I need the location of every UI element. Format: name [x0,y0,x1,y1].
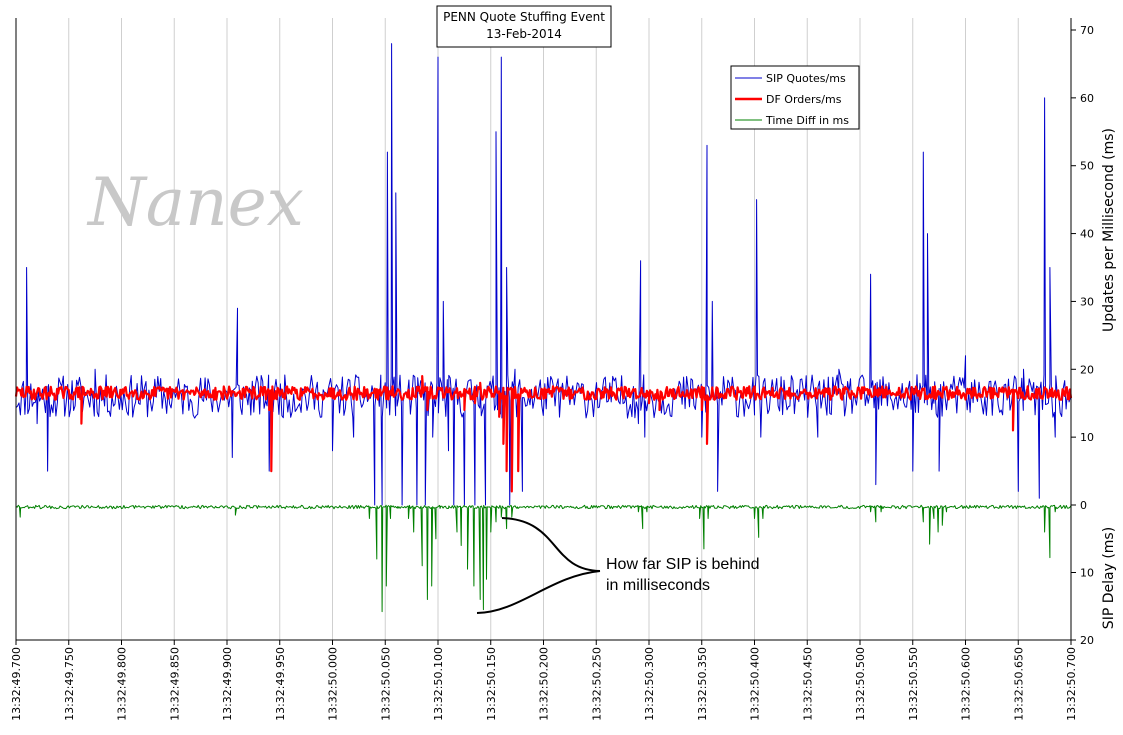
x-tick-label: 13:32:50.150 [485,647,498,721]
annotation-line-2: in milliseconds [606,577,710,594]
y-upper-tick-label: 50 [1080,160,1094,173]
x-tick-label: 13:32:49.750 [63,647,76,721]
y-upper-tick-label: 20 [1080,363,1094,376]
y-upper-tick-label: 60 [1080,92,1094,105]
y-lower-axis-label: SIP Delay (ms) [1101,527,1117,629]
x-tick-label: 13:32:50.550 [907,647,920,721]
x-tick-label: 13:32:49.900 [221,647,234,721]
grid [15,18,1072,640]
annotation-line-1: How far SIP is behind [606,556,760,573]
annotation-arrow-lower [476,570,601,614]
x-tick-label: 13:32:50.700 [1065,647,1078,721]
x-tick-label: 13:32:50.250 [590,647,603,721]
x-tick-label: 13:32:50.050 [379,647,392,721]
series-df-orders [14,375,1073,493]
x-tick-label: 13:32:50.400 [749,647,762,721]
x-tick-label: 13:32:50.600 [960,647,973,721]
y-upper-tick-label: 40 [1080,228,1094,241]
x-tick-label: 13:32:49.700 [10,647,23,721]
y-lower-tick-label: 10 [1080,567,1094,580]
series-sip-quotes [15,43,1072,506]
annotation: How far SIP is behind in milliseconds [476,517,760,614]
legend-label-timediff: Time Diff in ms [765,114,849,127]
series-layer [14,43,1073,613]
x-tick-label: 13:32:49.950 [274,647,287,721]
x-tick-label: 13:32:50.450 [801,647,814,721]
legend-label-df: DF Orders/ms [766,93,842,106]
y-upper-tick-label: 70 [1080,24,1094,37]
x-tick-label: 13:32:50.500 [854,647,867,721]
chart-title-box: PENN Quote Stuffing Event 13-Feb-2014 [436,5,612,48]
annotation-arrow-upper [501,517,601,572]
x-tick-label: 13:32:49.800 [116,647,129,721]
y-upper-tick-label: 30 [1080,295,1094,308]
y-upper-tick-label: 0 [1080,499,1087,512]
x-tick-label: 13:32:50.650 [1012,647,1025,721]
x-tick-label: 13:32:50.100 [432,647,445,721]
chart-title: PENN Quote Stuffing Event [443,10,605,24]
y-upper-axis-label: Updates per Millisecond (ms) [1101,128,1117,332]
legend: SIP Quotes/ms DF Orders/ms Time Diff in … [730,65,860,130]
watermark: Nanex [86,164,304,241]
y-axis: 0 10 20 30 40 50 60 70 10 20 [1071,24,1094,647]
legend-label-sip: SIP Quotes/ms [766,72,846,85]
x-tick-label: 13:32:50.200 [538,647,551,721]
x-tick-label: 13:32:50.350 [696,647,709,721]
x-tick-label: 13:32:49.850 [168,647,181,721]
x-axis: 13:32:49.700 13:32:49.750 13:32:49.800 13:3… [10,640,1078,721]
x-tick-label: 13:32:50.300 [643,647,656,721]
series-time-diff [15,504,1072,613]
y-lower-tick-label: 20 [1080,634,1094,647]
y-upper-tick-label: 10 [1080,431,1094,444]
x-tick-label: 13:32:50.000 [327,647,340,721]
chart-subtitle: 13-Feb-2014 [486,27,562,41]
